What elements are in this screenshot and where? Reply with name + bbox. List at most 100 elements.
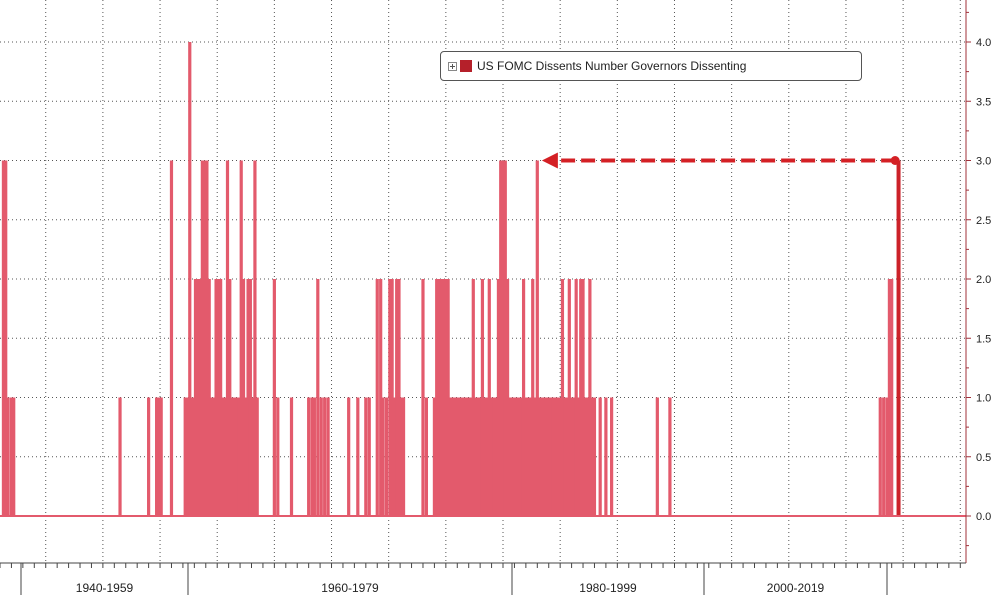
bar xyxy=(230,397,234,516)
bar xyxy=(494,397,498,516)
legend-expand-icon[interactable] xyxy=(448,61,457,71)
bar xyxy=(448,397,453,516)
bar xyxy=(572,397,576,516)
bar xyxy=(364,397,368,516)
bar xyxy=(519,397,523,516)
bar xyxy=(453,397,457,516)
bar xyxy=(451,397,455,516)
bar xyxy=(4,160,8,516)
y-tick-label: 1.5 xyxy=(976,333,991,345)
bar xyxy=(232,397,236,516)
bar xyxy=(480,279,485,516)
bar xyxy=(246,279,250,516)
bar xyxy=(397,279,401,516)
bar xyxy=(455,397,459,516)
bar-series xyxy=(0,42,966,517)
bar xyxy=(272,279,276,516)
bar xyxy=(540,397,544,516)
bar xyxy=(424,397,429,516)
bar xyxy=(198,279,202,516)
bar xyxy=(384,397,388,516)
bar xyxy=(319,397,323,516)
bar xyxy=(524,397,528,516)
bar xyxy=(421,279,425,516)
bar xyxy=(221,397,225,516)
bar xyxy=(441,279,446,516)
bar xyxy=(460,397,464,516)
bar xyxy=(214,279,218,516)
bar xyxy=(579,279,583,516)
bar xyxy=(560,279,565,516)
bar xyxy=(563,397,567,516)
bar xyxy=(12,397,16,516)
bar xyxy=(225,160,230,516)
bar xyxy=(9,397,14,516)
bar xyxy=(592,397,597,516)
bar xyxy=(565,397,569,516)
bar xyxy=(547,397,551,516)
bar xyxy=(533,397,537,516)
bar xyxy=(505,279,510,516)
bar xyxy=(381,397,385,516)
bar xyxy=(395,279,399,516)
bar xyxy=(610,397,614,516)
bar xyxy=(469,397,473,516)
y-tick-label: 0.5 xyxy=(976,452,991,464)
bar xyxy=(885,397,889,516)
bar xyxy=(347,397,351,516)
bar xyxy=(583,397,587,516)
bar xyxy=(515,397,519,516)
bar xyxy=(485,397,489,516)
bar xyxy=(558,397,562,516)
bar xyxy=(190,397,194,516)
bar xyxy=(590,397,594,516)
y-tick-label: 1.0 xyxy=(976,393,991,405)
bar xyxy=(462,397,466,516)
bar xyxy=(489,397,494,516)
bar xyxy=(159,397,163,516)
bar xyxy=(464,397,469,516)
bar xyxy=(526,397,530,516)
bar xyxy=(207,279,211,516)
bar xyxy=(244,397,248,516)
bar xyxy=(668,397,672,516)
bar xyxy=(289,397,294,516)
bar xyxy=(196,279,200,516)
bar xyxy=(444,279,448,516)
bar xyxy=(882,397,886,516)
bar xyxy=(392,397,397,516)
bar xyxy=(501,160,505,516)
bar xyxy=(323,397,327,516)
bar xyxy=(216,279,220,516)
bar xyxy=(551,397,555,516)
bar xyxy=(118,397,122,516)
bar xyxy=(574,279,578,516)
bar xyxy=(307,397,311,516)
bar xyxy=(467,397,471,516)
legend[interactable]: US FOMC Dissents Number Governors Dissen… xyxy=(440,51,862,81)
x-period-label: 1940-1959 xyxy=(76,581,134,595)
bar xyxy=(439,279,443,516)
bar xyxy=(535,160,539,516)
bar xyxy=(567,279,571,516)
x-period-label: 1960-1979 xyxy=(321,581,379,595)
y-tick-label: 3.0 xyxy=(976,156,991,168)
bar xyxy=(655,397,659,516)
bar xyxy=(212,397,216,516)
bar xyxy=(588,279,592,516)
bar xyxy=(510,397,514,516)
bar xyxy=(499,160,503,516)
bar xyxy=(401,397,406,516)
bar xyxy=(326,397,330,516)
x-period-label: 1980-1999 xyxy=(579,581,637,595)
bar xyxy=(219,279,223,516)
bar xyxy=(185,397,190,516)
bar xyxy=(6,397,10,516)
bar xyxy=(183,397,187,516)
bar xyxy=(155,397,159,516)
annotation-arrow xyxy=(541,152,900,169)
bar xyxy=(556,397,560,516)
bar xyxy=(521,279,526,516)
bar xyxy=(276,397,280,516)
